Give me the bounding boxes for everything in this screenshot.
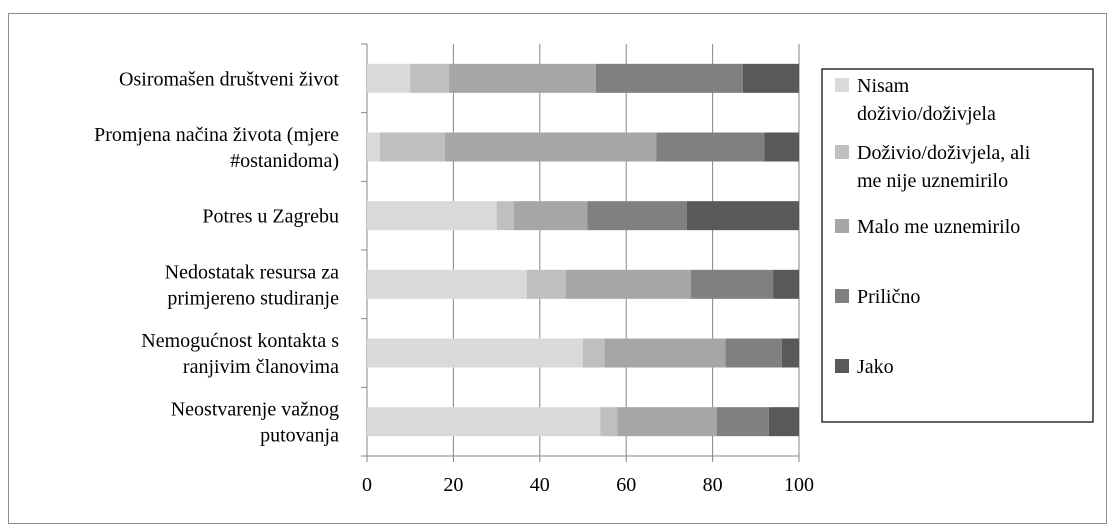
legend-swatch-0 [835,78,849,92]
bar-segment-c4-s2 [604,338,726,368]
bar-segment-c1-s1 [379,132,445,162]
category-label-0: Osiromašen društveni život [119,68,339,90]
bar-segment-c2-s2 [513,201,588,231]
legend-label-0: Nisam doživio/doživjela [857,75,996,125]
legend-label-1: Doživio/doživjela, ali me nije uznemirilo [857,142,1031,192]
bar-segment-c1-s2 [444,132,657,162]
legend-swatch-3 [835,289,849,303]
category-label-2: Potres u Zagrebu [202,206,339,228]
bar-segment-c4-s4 [781,338,799,368]
bar-segment-c3-s0 [367,269,527,299]
x-tick-label-3: 60 [616,474,636,496]
bar-segment-c5-s1 [600,407,618,437]
bar-segment-c0-s2 [449,63,596,93]
category-label-3: Nedostatak resursa za primjereno studiran… [165,261,339,309]
bar-segment-c2-s3 [587,201,687,231]
bar-segment-c0-s3 [595,63,743,93]
legend-label-4: Jako [857,356,894,378]
bar-segment-c5-s3 [716,407,769,437]
legend-label-2: Malo me uznemirilo [857,216,1020,238]
x-tick-label-4: 80 [703,474,723,496]
bar-segment-c0-s4 [742,63,799,93]
bar-segment-c2-s4 [686,201,799,231]
category-label-4: Nemogućnost kontakta s ranjivim članovima [141,330,339,378]
bar-segment-c2-s1 [496,201,514,231]
bar-segment-c1-s0 [367,132,380,162]
legend-swatch-2 [835,219,849,233]
category-label-5: Neostvarenje važnog putovanja [171,399,339,447]
legend-label-3: Prilično [857,286,920,308]
bar-segment-c0-s1 [410,63,450,93]
x-tick-label-1: 20 [443,474,463,496]
x-tick-label-0: 0 [362,474,372,496]
bar-segment-c3-s2 [565,269,691,299]
x-tick-label-2: 40 [530,474,550,496]
bar-segment-c3-s3 [691,269,774,299]
bar-segment-c3-s1 [526,269,566,299]
legend-swatch-4 [835,359,849,373]
legend-swatch-1 [835,145,849,159]
bar-segment-c4-s1 [583,338,605,368]
bar-segment-c5-s2 [617,407,717,437]
bar-segment-c2-s0 [367,201,497,231]
bar-segment-c5-s4 [768,407,799,437]
bar-segment-c3-s4 [773,269,799,299]
bar-segment-c0-s0 [367,63,411,93]
bar-segment-c5-s0 [367,407,601,437]
category-label-1: Promjena načina života (mjere #ostanidoma… [94,124,339,172]
legend-box [821,68,1094,423]
bar-segment-c4-s3 [725,338,782,368]
bar-segment-c1-s3 [656,132,765,162]
bar-segment-c1-s4 [764,132,799,162]
bar-segment-c4-s0 [367,338,583,368]
x-tick-label-5: 100 [784,474,814,496]
